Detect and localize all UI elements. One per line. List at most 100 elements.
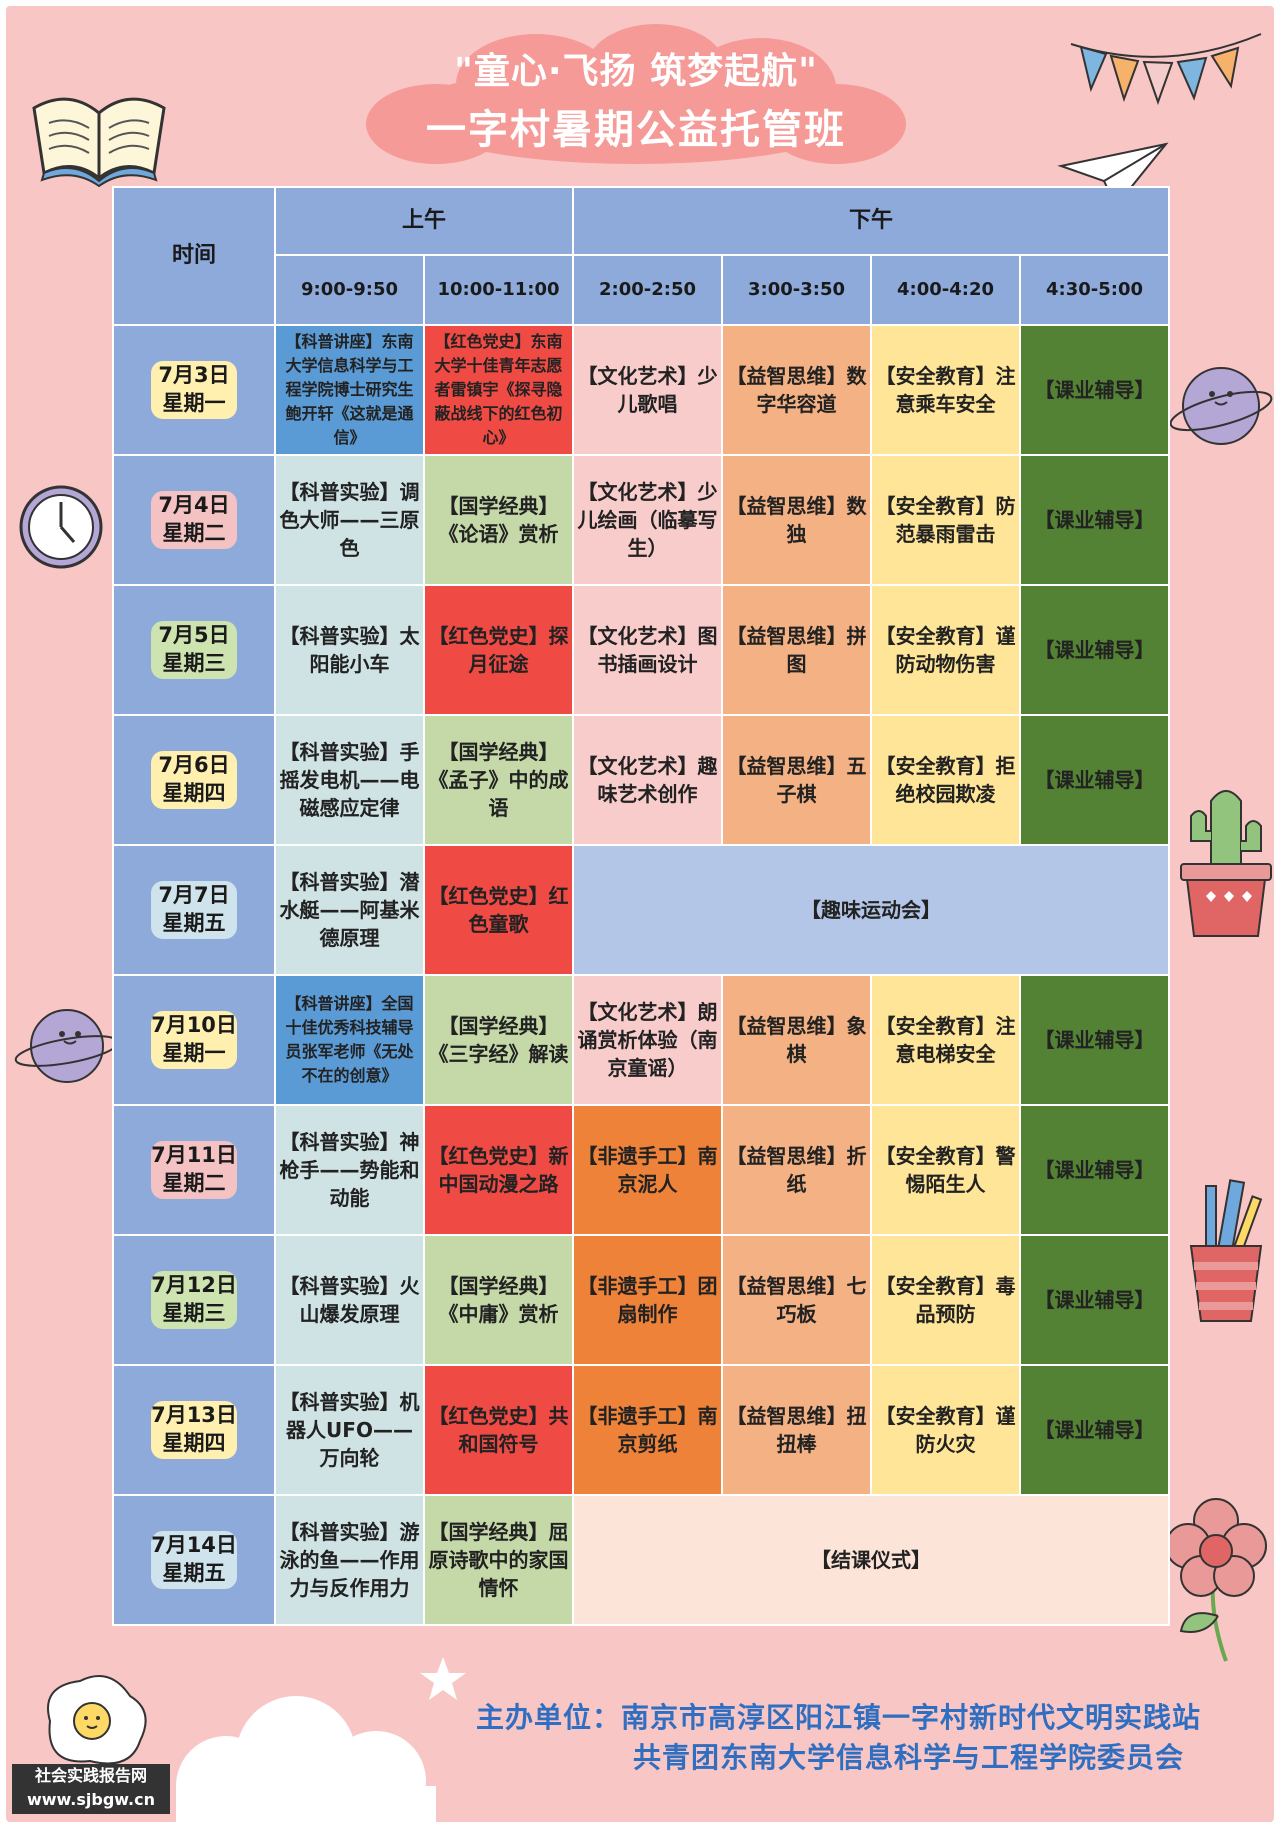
schedule-cell: 【科普讲座】全国十佳优秀科技辅导员张军老师《无处不在的创意》: [274, 974, 425, 1106]
schedule-cell: 【益智思维】数字华容道: [721, 324, 872, 456]
date-badge: 7月7日 星期五: [151, 881, 237, 939]
date-cell: 7月4日 星期二: [112, 454, 276, 586]
table-row: 7月13日 星期四 【科普实验】机器人UFO——万向轮 【红色党史】共和国符号 【…: [112, 1364, 1170, 1496]
poster: "童心·飞扬 筑梦起航" 一字村暑期公益托管班: [6, 6, 1274, 1822]
schedule-cell: 【课业辅导】: [1019, 454, 1170, 586]
organizer-block: 主办单位：南京市高淳区阳江镇一字村新时代文明实践站 共青团东南大学信息科学与工程…: [476, 1698, 1201, 1778]
schedule-cell: 【安全教育】注意乘车安全: [870, 324, 1021, 456]
date-badge: 7月3日 星期一: [151, 361, 237, 419]
date-cell: 7月10日 星期一: [112, 974, 276, 1106]
schedule-cell: 【安全教育】谨防动物伤害: [870, 584, 1021, 716]
slot-header: 3:00-3:50: [721, 254, 872, 326]
schedule-cell: 【益智思维】拼图: [721, 584, 872, 716]
table-row: 7月7日 星期五 【科普实验】潜水艇——阿基米德原理 【红色党史】红色童歌 【趣味…: [112, 844, 1170, 976]
flower-icon: [1165, 1498, 1267, 1662]
slot-header: 4:00-4:20: [870, 254, 1021, 326]
schedule-cell: 【安全教育】毒品预防: [870, 1234, 1021, 1366]
table-row: 7月12日 星期三 【科普实验】火山爆发原理 【国学经典】《中庸》赏析 【非遗手工…: [112, 1234, 1170, 1366]
organizer-2: 共青团东南大学信息科学与工程学院委员会: [633, 1741, 1185, 1774]
date-cell: 7月13日 星期四: [112, 1364, 276, 1496]
pencil-cup-icon: [1189, 1179, 1263, 1322]
closing-ceremony-cell: 【结课仪式】: [572, 1494, 1170, 1626]
schedule-cell: 【科普实验】机器人UFO——万向轮: [274, 1364, 425, 1496]
cactus-pot-icon: [1180, 790, 1272, 937]
date-badge: 7月11日 星期二: [151, 1141, 237, 1199]
schedule-cell: 【红色党史】共和国符号: [423, 1364, 574, 1496]
sports-day-cell: 【趣味运动会】: [572, 844, 1170, 976]
table-row: 7月3日 星期一 【科普讲座】东南大学信息科学与工程学院博士研究生鲍开轩《这就是通…: [112, 324, 1170, 456]
schedule-cell: 【科普实验】太阳能小车: [274, 584, 425, 716]
schedule-cell: 【科普实验】神枪手——势能和动能: [274, 1104, 425, 1236]
schedule-cell: 【文化艺术】朗诵赏析体验（南京童谣）: [572, 974, 723, 1106]
slot-header: 10:00-11:00: [423, 254, 574, 326]
date-badge: 7月6日 星期四: [151, 751, 237, 809]
clock-icon: [19, 485, 103, 569]
schedule-cell: 【益智思维】扭扭棒: [721, 1364, 872, 1496]
date-badge: 7月4日 星期二: [151, 491, 237, 549]
morning-header: 上午: [274, 186, 574, 256]
schedule-cell: 【益智思维】数独: [721, 454, 872, 586]
schedule-cell: 【文化艺术】少儿歌唱: [572, 324, 723, 456]
schedule-cell: 【国学经典】《孟子》中的成语: [423, 714, 574, 846]
schedule-cell: 【红色党史】东南大学十佳青年志愿者雷镇宇《探寻隐蔽战线下的红色初心》: [423, 324, 574, 456]
schedule-cell: 【非遗手工】团扇制作: [572, 1234, 723, 1366]
schedule-cell: 【红色党史】红色童歌: [423, 844, 574, 976]
organizer-label: 主办单位：: [476, 1701, 622, 1734]
schedule-cell: 【科普实验】潜水艇——阿基米德原理: [274, 844, 425, 976]
schedule-cell: 【课业辅导】: [1019, 584, 1170, 716]
fried-egg-icon: [47, 1675, 147, 1765]
schedule-cell: 【科普实验】手摇发电机——电磁感应定律: [274, 714, 425, 846]
date-badge: 7月13日 星期四: [151, 1401, 237, 1459]
schedule-cell: 【益智思维】象棋: [721, 974, 872, 1106]
time-header: 时间: [112, 186, 276, 326]
schedule-table: 时间 上午 下午 9:00-9:50 10:00-11:00 2:00-2:50…: [112, 186, 1170, 1626]
date-cell: 7月5日 星期三: [112, 584, 276, 716]
title-cloud: [366, 24, 906, 174]
title-line-1: "童心·飞扬 筑梦起航": [454, 51, 818, 92]
date-badge: 7月12日 星期三: [151, 1271, 237, 1329]
schedule-cell: 【科普实验】火山爆发原理: [274, 1234, 425, 1366]
title-line-2: 一字村暑期公益托管班: [426, 107, 846, 153]
date-cell: 7月6日 星期四: [112, 714, 276, 846]
bunting-flags-icon: [1070, 33, 1262, 105]
table-row: 7月6日 星期四 【科普实验】手摇发电机——电磁感应定律 【国学经典】《孟子》中的…: [112, 714, 1170, 846]
schedule-cell: 【益智思维】七巧板: [721, 1234, 872, 1366]
table-row: 7月11日 星期二 【科普实验】神枪手——势能和动能 【红色党史】新中国动漫之路 …: [112, 1104, 1170, 1236]
page-title: "童心·飞扬 筑梦起航" 一字村暑期公益托管班: [366, 44, 906, 160]
schedule-cell: 【课业辅导】: [1019, 324, 1170, 456]
table-row: 7月4日 星期二 【科普实验】调色大师——三原色 【国学经典】《论语》赏析 【文化…: [112, 454, 1170, 586]
schedule-cell: 【科普讲座】东南大学信息科学与工程学院博士研究生鲍开轩《这就是通信》: [274, 324, 425, 456]
afternoon-header: 下午: [572, 186, 1170, 256]
schedule-cell: 【课业辅导】: [1019, 1364, 1170, 1496]
schedule-cell: 【益智思维】折纸: [721, 1104, 872, 1236]
date-cell: 7月7日 星期五: [112, 844, 276, 976]
schedule-cell: 【红色党史】新中国动漫之路: [423, 1104, 574, 1236]
planet-icon-2: [14, 1009, 120, 1083]
date-cell: 7月11日 星期二: [112, 1104, 276, 1236]
schedule-cell: 【安全教育】防范暴雨雷击: [870, 454, 1021, 586]
date-cell: 7月3日 星期一: [112, 324, 276, 456]
slot-header: 4:30-5:00: [1019, 254, 1170, 326]
schedule-cell: 【科普实验】调色大师——三原色: [274, 454, 425, 586]
table-row: 7月5日 星期三 【科普实验】太阳能小车 【红色党史】探月征途 【文化艺术】图书插…: [112, 584, 1170, 716]
schedule-cell: 【课业辅导】: [1019, 714, 1170, 846]
schedule-cell: 【课业辅导】: [1019, 974, 1170, 1106]
bottom-cloud-icon: [176, 1696, 436, 1822]
slot-header: 2:00-2:50: [572, 254, 723, 326]
schedule-cell: 【非遗手工】南京泥人: [572, 1104, 723, 1236]
planet-icon: [1169, 367, 1273, 445]
schedule-cell: 【文化艺术】少儿绘画（临摹写生）: [572, 454, 723, 586]
schedule-cell: 【安全教育】警惕陌生人: [870, 1104, 1021, 1236]
schedule-cell: 【非遗手工】南京剪纸: [572, 1364, 723, 1496]
schedule-cell: 【安全教育】拒绝校园欺凌: [870, 714, 1021, 846]
schedule-cell: 【科普实验】游泳的鱼——作用力与反作用力: [274, 1494, 425, 1626]
schedule-cell: 【文化艺术】图书插画设计: [572, 584, 723, 716]
schedule-cell: 【课业辅导】: [1019, 1104, 1170, 1236]
slot-header: 9:00-9:50: [274, 254, 425, 326]
table-row: 7月10日 星期一 【科普讲座】全国十佳优秀科技辅导员张军老师《无处不在的创意》 …: [112, 974, 1170, 1106]
schedule-cell: 【安全教育】注意电梯安全: [870, 974, 1021, 1106]
watermark-line-1: 社会实践报告网: [34, 1766, 147, 1785]
watermark: 社会实践报告网 www.sjbgw.cn: [12, 1764, 170, 1814]
watermark-line-2: www.sjbgw.cn: [26, 1790, 156, 1809]
date-cell: 7月12日 星期三: [112, 1234, 276, 1366]
